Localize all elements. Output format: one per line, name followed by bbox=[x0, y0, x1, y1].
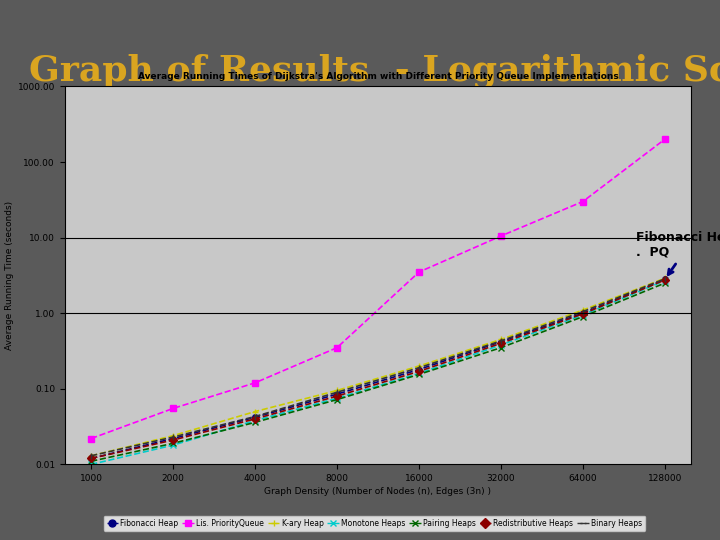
Monotone Heaps bbox=[87, 461, 96, 468]
K-ary Heap bbox=[579, 307, 588, 313]
Lis. PriorityQueue bbox=[168, 405, 177, 411]
Line: Binary Heaps: Binary Heaps bbox=[89, 276, 667, 458]
Legend: Fibonacci Heap, Lis. PriorityQueue, K-ary Heap, Monotone Heaps, Pairing Heaps, R: Fibonacci Heap, Lis. PriorityQueue, K-ar… bbox=[104, 516, 645, 531]
Text: Fibonacci Heap
.  PQ: Fibonacci Heap . PQ bbox=[636, 231, 720, 274]
Lis. PriorityQueue bbox=[333, 345, 341, 351]
Monotone Heaps bbox=[579, 312, 588, 318]
Line: K-ary Heap: K-ary Heap bbox=[89, 275, 667, 458]
Binary Heaps bbox=[333, 389, 341, 395]
Fibonacci Heap bbox=[660, 276, 669, 282]
Pairing Heaps bbox=[415, 371, 423, 377]
K-ary Heap bbox=[415, 363, 423, 369]
Title: Average Running Times of Dijkstra's Algorithm with Different Priority Queue Impl: Average Running Times of Dijkstra's Algo… bbox=[138, 72, 618, 82]
Lis. PriorityQueue bbox=[660, 136, 669, 143]
Fibonacci Heap bbox=[497, 339, 505, 345]
Fibonacci Heap bbox=[251, 414, 259, 421]
Pairing Heaps bbox=[87, 458, 96, 464]
Fibonacci Heap bbox=[168, 435, 177, 442]
Redistributive Heaps bbox=[579, 310, 588, 317]
Pairing Heaps bbox=[168, 440, 177, 447]
Monotone Heaps bbox=[497, 342, 505, 348]
Fibonacci Heap bbox=[415, 366, 423, 373]
Binary Heaps bbox=[251, 413, 259, 420]
Lis. PriorityQueue bbox=[497, 233, 505, 239]
Binary Heaps bbox=[168, 434, 177, 440]
Redistributive Heaps bbox=[168, 437, 177, 443]
Binary Heaps bbox=[415, 364, 423, 371]
X-axis label: Graph Density (Number of Nodes (n), Edges (3n) ): Graph Density (Number of Nodes (n), Edge… bbox=[264, 487, 492, 496]
Fibonacci Heap bbox=[333, 391, 341, 397]
Binary Heaps bbox=[87, 453, 96, 459]
Redistributive Heaps bbox=[251, 416, 259, 422]
Binary Heaps bbox=[579, 308, 588, 315]
K-ary Heap bbox=[333, 387, 341, 394]
K-ary Heap bbox=[87, 453, 96, 459]
Monotone Heaps bbox=[415, 370, 423, 376]
Lis. PriorityQueue bbox=[579, 198, 588, 205]
K-ary Heap bbox=[251, 408, 259, 415]
Lis. PriorityQueue bbox=[251, 380, 259, 386]
Pairing Heaps bbox=[660, 280, 669, 286]
Monotone Heaps bbox=[333, 395, 341, 401]
Redistributive Heaps bbox=[87, 455, 96, 462]
Line: Lis. PriorityQueue: Lis. PriorityQueue bbox=[89, 137, 667, 441]
Redistributive Heaps bbox=[415, 368, 423, 375]
Redistributive Heaps bbox=[497, 340, 505, 347]
Binary Heaps bbox=[660, 275, 669, 282]
Redistributive Heaps bbox=[333, 393, 341, 400]
Pairing Heaps bbox=[333, 396, 341, 403]
Monotone Heaps bbox=[660, 278, 669, 284]
Line: Fibonacci Heap: Fibonacci Heap bbox=[89, 276, 667, 461]
Y-axis label: Average Running Time (seconds): Average Running Time (seconds) bbox=[4, 201, 14, 350]
Monotone Heaps bbox=[251, 417, 259, 424]
K-ary Heap bbox=[497, 336, 505, 343]
Fibonacci Heap bbox=[579, 310, 588, 316]
Fibonacci Heap bbox=[87, 455, 96, 462]
K-ary Heap bbox=[660, 275, 669, 281]
Binary Heaps bbox=[497, 338, 505, 344]
Pairing Heaps bbox=[579, 313, 588, 320]
K-ary Heap bbox=[168, 433, 177, 439]
Pairing Heaps bbox=[251, 419, 259, 426]
Text: Graph of Results  - Logarithmic Scale: Graph of Results - Logarithmic Scale bbox=[29, 54, 720, 89]
Lis. PriorityQueue bbox=[415, 269, 423, 275]
Line: Monotone Heaps: Monotone Heaps bbox=[89, 278, 667, 467]
Lis. PriorityQueue bbox=[87, 435, 96, 442]
Redistributive Heaps bbox=[660, 276, 669, 283]
Line: Pairing Heaps: Pairing Heaps bbox=[89, 280, 667, 464]
Line: Redistributive Heaps: Redistributive Heaps bbox=[89, 277, 667, 461]
Pairing Heaps bbox=[497, 345, 505, 351]
Monotone Heaps bbox=[168, 442, 177, 448]
